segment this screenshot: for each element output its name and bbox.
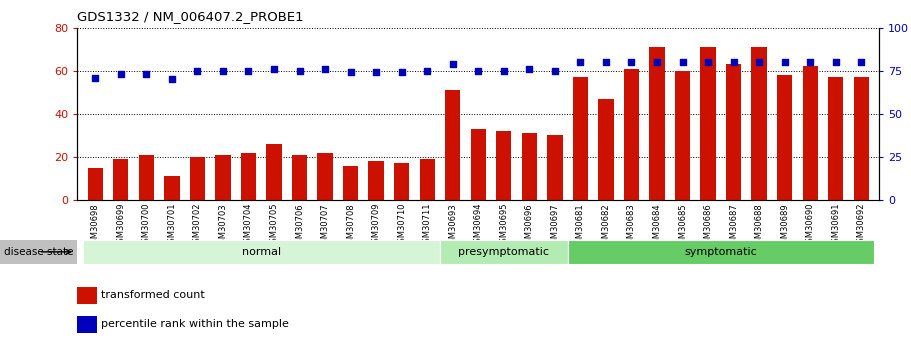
Text: disease state: disease state bbox=[4, 247, 74, 257]
Point bbox=[624, 59, 639, 65]
Point bbox=[573, 59, 588, 65]
Point bbox=[139, 71, 154, 77]
Bar bbox=[568, 240, 874, 264]
Bar bbox=[701, 47, 716, 200]
Bar bbox=[87, 168, 103, 200]
Bar bbox=[292, 155, 307, 200]
Text: transformed count: transformed count bbox=[101, 290, 205, 300]
Point bbox=[854, 59, 868, 65]
Bar bbox=[215, 155, 230, 200]
Bar bbox=[548, 136, 562, 200]
Point bbox=[752, 59, 766, 65]
Point bbox=[114, 71, 128, 77]
Bar bbox=[440, 240, 568, 264]
Point bbox=[369, 70, 384, 75]
Point bbox=[343, 70, 358, 75]
Bar bbox=[828, 77, 844, 200]
Point bbox=[675, 59, 690, 65]
Point bbox=[803, 59, 817, 65]
Text: GDS1332 / NM_006407.2_PROBE1: GDS1332 / NM_006407.2_PROBE1 bbox=[77, 10, 304, 23]
Text: normal: normal bbox=[241, 247, 281, 257]
Bar bbox=[650, 47, 665, 200]
Bar bbox=[445, 90, 460, 200]
Point bbox=[522, 66, 537, 72]
Point bbox=[292, 68, 307, 73]
Bar bbox=[83, 240, 440, 264]
Bar bbox=[420, 159, 435, 200]
Bar bbox=[77, 287, 97, 304]
Point bbox=[165, 77, 179, 82]
Point bbox=[190, 68, 205, 73]
Bar bbox=[854, 77, 869, 200]
Bar bbox=[113, 159, 128, 200]
Bar bbox=[726, 64, 742, 200]
Bar bbox=[624, 69, 640, 200]
Bar bbox=[522, 133, 537, 200]
Point bbox=[318, 66, 333, 72]
Bar bbox=[496, 131, 511, 200]
Bar bbox=[189, 157, 205, 200]
Bar bbox=[164, 176, 179, 200]
Bar bbox=[368, 161, 384, 200]
Bar bbox=[266, 144, 281, 200]
Point bbox=[216, 68, 230, 73]
Point bbox=[496, 68, 511, 73]
Bar bbox=[241, 152, 256, 200]
Bar bbox=[471, 129, 486, 200]
Point bbox=[267, 66, 281, 72]
Bar bbox=[317, 152, 333, 200]
Point bbox=[394, 70, 409, 75]
Point bbox=[548, 68, 562, 73]
Point bbox=[701, 59, 715, 65]
Point bbox=[726, 59, 741, 65]
Point bbox=[599, 59, 613, 65]
Bar bbox=[138, 155, 154, 200]
Bar bbox=[573, 77, 589, 200]
Bar bbox=[752, 47, 767, 200]
Point bbox=[445, 61, 460, 67]
Bar bbox=[343, 166, 358, 200]
Point bbox=[420, 68, 435, 73]
Bar bbox=[394, 164, 409, 200]
Text: percentile rank within the sample: percentile rank within the sample bbox=[101, 319, 290, 329]
Point bbox=[241, 68, 256, 73]
Point bbox=[650, 59, 664, 65]
Text: presymptomatic: presymptomatic bbox=[458, 247, 549, 257]
Bar bbox=[777, 75, 793, 200]
Point bbox=[828, 59, 843, 65]
Point bbox=[88, 75, 103, 80]
Bar bbox=[77, 316, 97, 333]
Bar bbox=[599, 99, 614, 200]
Bar bbox=[675, 71, 691, 200]
Point bbox=[777, 59, 792, 65]
Text: symptomatic: symptomatic bbox=[684, 247, 757, 257]
Point bbox=[471, 68, 486, 73]
Bar bbox=[803, 66, 818, 200]
